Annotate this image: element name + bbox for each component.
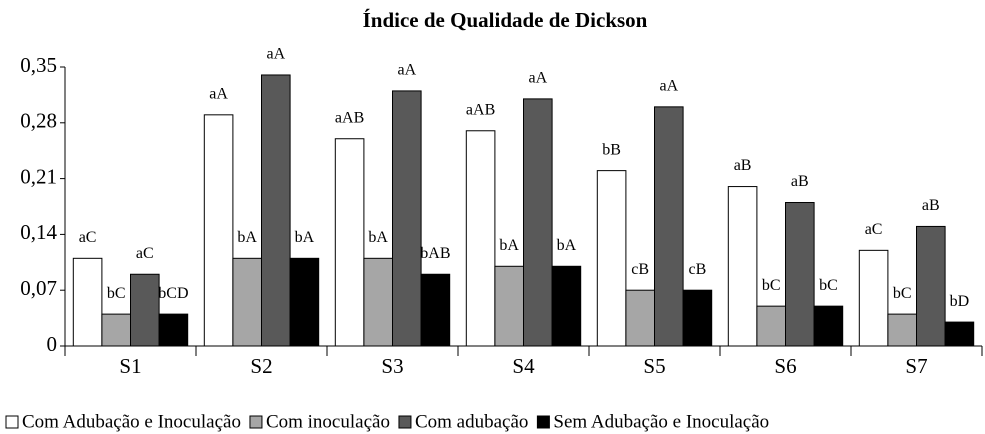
data-label: bC bbox=[762, 277, 781, 294]
bar bbox=[363, 257, 393, 347]
data-label: bC bbox=[819, 277, 838, 294]
legend-label: Sem Adubação e Inoculação bbox=[553, 411, 769, 432]
bar bbox=[72, 257, 103, 347]
bar bbox=[654, 106, 684, 347]
bar bbox=[101, 313, 132, 347]
y-tick-label: 0,21 bbox=[20, 164, 57, 188]
bar bbox=[289, 257, 320, 347]
x-tick-label: S5 bbox=[643, 354, 665, 378]
legend-swatch bbox=[398, 415, 412, 429]
legend-swatch bbox=[536, 415, 550, 429]
x-tick-label: S1 bbox=[119, 354, 141, 378]
bar bbox=[523, 98, 553, 347]
bar bbox=[494, 265, 524, 347]
legend-swatch bbox=[249, 415, 263, 429]
y-tick-label: 0 bbox=[47, 332, 58, 356]
y-tick-label: 0,14 bbox=[20, 220, 57, 244]
data-label: aAB bbox=[466, 101, 495, 118]
bar bbox=[232, 257, 262, 347]
data-label: aC bbox=[865, 221, 883, 238]
data-label: aAB bbox=[335, 109, 364, 126]
bar bbox=[392, 90, 422, 347]
bar bbox=[158, 313, 189, 347]
data-label: bD bbox=[950, 293, 970, 310]
legend-label: Com adubação bbox=[415, 411, 528, 432]
data-label: bC bbox=[893, 285, 912, 302]
bar bbox=[756, 305, 787, 347]
data-label: cB bbox=[689, 261, 707, 278]
data-label: bCD bbox=[158, 285, 188, 302]
bar bbox=[944, 321, 975, 347]
y-tick-label: 0,35 bbox=[20, 53, 57, 77]
bar bbox=[887, 313, 918, 347]
bar bbox=[420, 273, 451, 347]
legend-label: Com inoculação bbox=[266, 411, 390, 432]
x-tick-label: S3 bbox=[381, 354, 403, 378]
data-label: bB bbox=[602, 141, 621, 158]
bar bbox=[334, 138, 365, 347]
bar bbox=[682, 289, 713, 347]
data-label: aB bbox=[922, 197, 940, 214]
data-label: bAB bbox=[420, 245, 450, 262]
data-label: bA bbox=[557, 237, 577, 254]
data-label: aC bbox=[136, 245, 154, 262]
data-label: aB bbox=[791, 173, 809, 190]
bar bbox=[625, 289, 656, 347]
bar bbox=[858, 249, 889, 347]
bar bbox=[813, 305, 844, 347]
legend-label: Com Adubação e Inoculação bbox=[22, 411, 241, 432]
x-tick-label: S4 bbox=[512, 354, 535, 378]
bar bbox=[596, 170, 627, 347]
bar bbox=[130, 273, 160, 347]
data-label: aA bbox=[266, 46, 285, 63]
data-label: bA bbox=[237, 229, 257, 246]
data-label: aA bbox=[397, 62, 416, 79]
bar bbox=[916, 225, 946, 347]
data-label: aA bbox=[659, 78, 678, 95]
y-tick-label: 0,28 bbox=[20, 109, 57, 133]
data-label: aB bbox=[734, 157, 752, 174]
x-tick-label: S7 bbox=[905, 354, 927, 378]
bar bbox=[727, 186, 758, 347]
data-label: aA bbox=[528, 70, 547, 87]
chart-title: Índice de Qualidade de Dickson bbox=[363, 8, 648, 32]
data-label: bC bbox=[107, 285, 126, 302]
data-label: aA bbox=[209, 86, 228, 103]
data-label: bA bbox=[499, 237, 519, 254]
data-label: cB bbox=[631, 261, 649, 278]
bar bbox=[785, 202, 815, 347]
x-tick-label: S2 bbox=[250, 354, 272, 378]
legend-swatch bbox=[5, 415, 19, 429]
bar bbox=[203, 114, 234, 347]
bar bbox=[261, 74, 291, 347]
bar bbox=[465, 130, 496, 347]
x-tick-label: S6 bbox=[774, 354, 796, 378]
bar bbox=[551, 265, 582, 347]
data-label: bA bbox=[368, 229, 388, 246]
y-tick-label: 0,07 bbox=[20, 276, 57, 300]
data-label: aC bbox=[79, 229, 97, 246]
data-label: bA bbox=[295, 229, 315, 246]
